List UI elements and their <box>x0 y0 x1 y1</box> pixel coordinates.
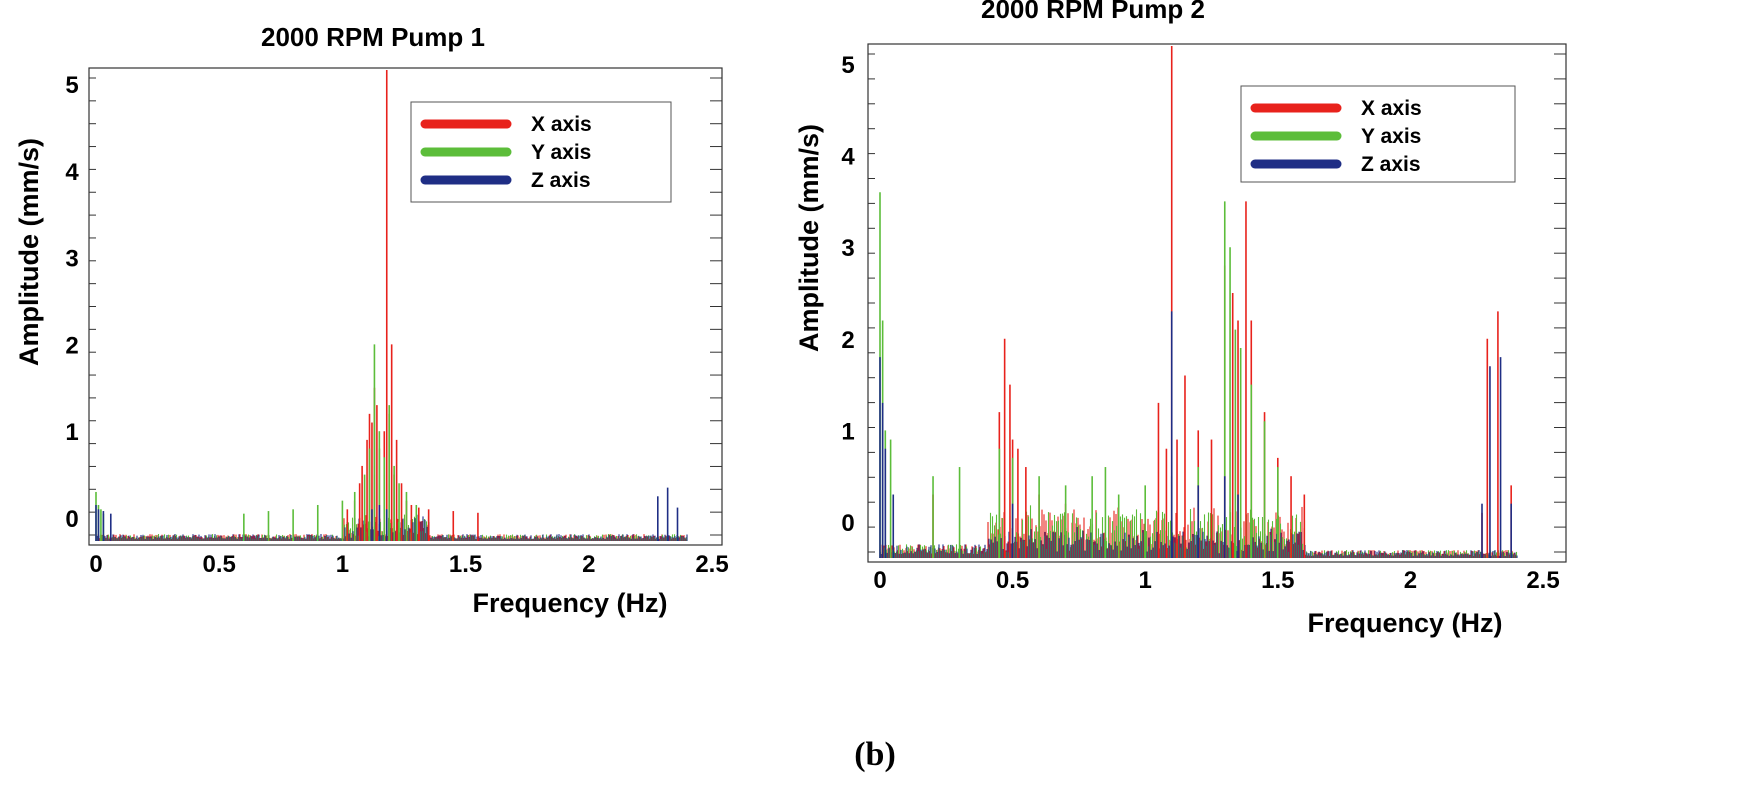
y-tick-label: 5 <box>65 72 78 99</box>
y-axis-label: Amplitude (mm/s) <box>14 138 44 366</box>
legend: X axis Y axis Z axis <box>1240 85 1516 183</box>
x-tick-label: 0.5 <box>203 551 236 578</box>
y-tick-label: 4 <box>65 159 79 186</box>
y-tick-label: 1 <box>65 419 78 446</box>
x-tick-label: 1.5 <box>449 551 482 578</box>
y-tick-label: 3 <box>841 235 854 262</box>
x-tick-label: 2 <box>1404 567 1417 594</box>
legend-label-z: Z axis <box>531 169 591 192</box>
legend-label-x: X axis <box>531 113 592 136</box>
x-axis-label: Frequency (Hz) <box>472 588 667 618</box>
legend-label-z: Z axis <box>1361 153 1421 176</box>
y-tick-label: 5 <box>841 52 854 79</box>
chart-pump-1: 2000 RPM Pump 1 0 0.5 1 1.5 2 2.5 0 1 2 3 4 5 Frequen… <box>14 22 729 618</box>
legend-label-x: X axis <box>1361 97 1422 120</box>
x-tick-label: 2.5 <box>1526 567 1559 594</box>
x-tick-label: 0 <box>89 551 102 578</box>
x-axis-label: Frequency (Hz) <box>1307 608 1502 638</box>
x-tick-label: 1 <box>336 551 349 578</box>
x-tick-label: 0 <box>873 567 886 594</box>
y-tick-label: 4 <box>841 144 855 171</box>
chart-title: 2000 RPM Pump 1 <box>261 22 485 52</box>
x-tick-label: 1 <box>1139 567 1152 594</box>
series-z-axis <box>879 311 1512 558</box>
series-y-axis <box>95 344 418 541</box>
y-tick-label: 2 <box>841 327 854 354</box>
x-tick-label: 2.5 <box>695 551 728 578</box>
legend-label-y: Y axis <box>1361 125 1421 148</box>
x-tick-label: 2 <box>582 551 595 578</box>
y-tick-label: 1 <box>841 418 854 445</box>
x-tick-label: 1.5 <box>1261 567 1294 594</box>
x-tick-label: 0.5 <box>996 567 1029 594</box>
legend: X axis Y axis Z axis <box>410 101 672 203</box>
chart-pump-2: 2000 RPM Pump 2 0 0.5 1 1.5 2 2.5 0 1 2 3 4 5 Frequen… <box>794 0 1567 638</box>
y-tick-label: 2 <box>65 332 78 359</box>
y-tick-label: 3 <box>65 246 78 273</box>
series-z-axis <box>95 487 679 541</box>
chart-title: 2000 RPM Pump 2 <box>981 0 1205 24</box>
y-tick-label: 0 <box>841 510 854 537</box>
y-axis-label: Amplitude (mm/s) <box>794 124 824 352</box>
y-tick-label: 0 <box>65 506 78 533</box>
figure-caption: (b) <box>854 736 896 773</box>
series-y-axis <box>879 192 1279 558</box>
legend-label-y: Y axis <box>531 141 591 164</box>
